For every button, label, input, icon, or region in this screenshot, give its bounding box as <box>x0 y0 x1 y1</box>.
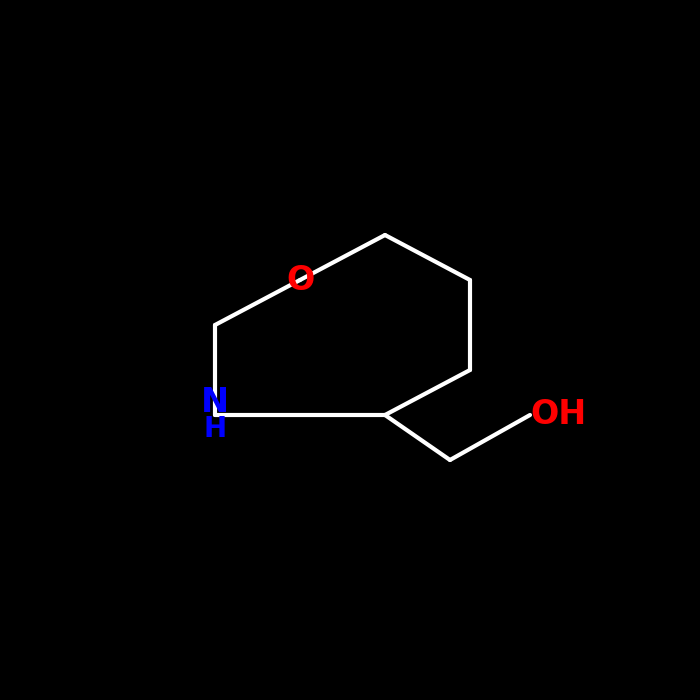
Text: N: N <box>201 386 229 419</box>
Text: OH: OH <box>530 398 587 431</box>
Text: O: O <box>286 263 314 297</box>
Text: H: H <box>204 415 227 443</box>
